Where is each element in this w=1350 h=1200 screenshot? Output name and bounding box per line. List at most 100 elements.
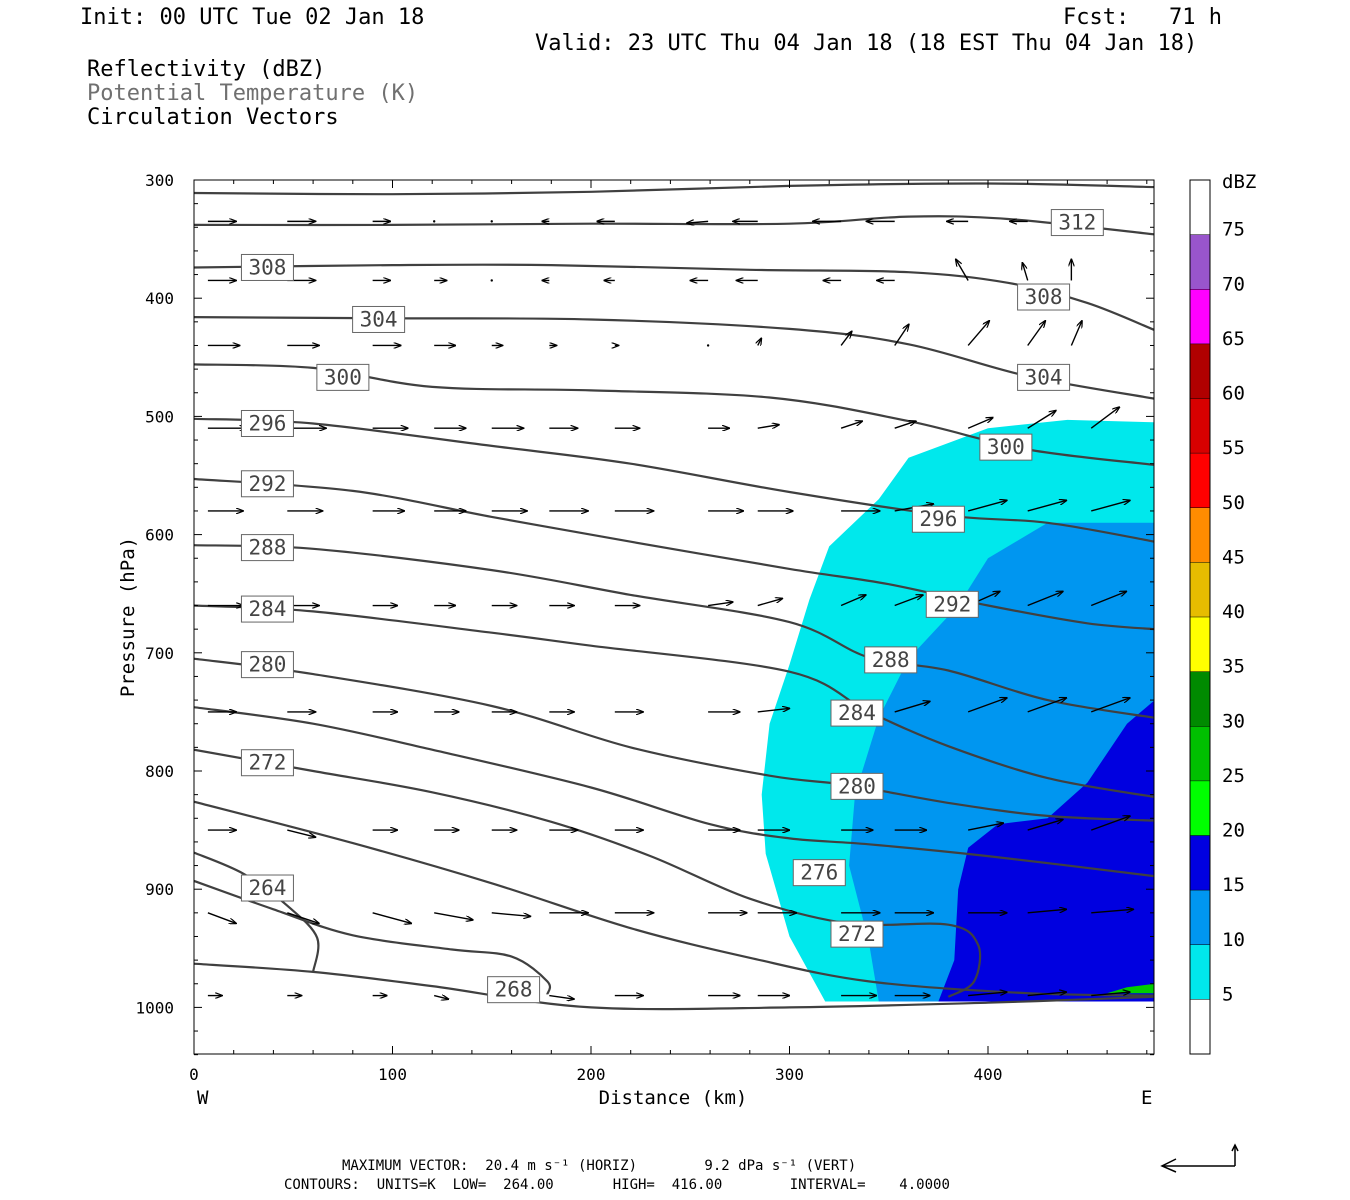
y-tick-label: 800: [145, 762, 174, 781]
circulation-vector: [968, 823, 1003, 831]
colorbar-bin: [1190, 507, 1210, 563]
field-title-vectors: Circulation Vectors: [87, 105, 339, 130]
circulation-vector: [490, 220, 493, 223]
svg-text:296: 296: [919, 507, 957, 531]
circulation-vector: [894, 595, 923, 607]
colorbar-bin: [1190, 180, 1210, 235]
colorbar-bin: [1190, 999, 1210, 1054]
circulation-vector: [967, 698, 1007, 713]
colorbar-level-label: 35: [1222, 656, 1245, 678]
colorbar-level-label: 25: [1222, 765, 1245, 787]
y-tick-label: 700: [145, 644, 174, 663]
circulation-vector: [1090, 592, 1126, 607]
svg-text:276: 276: [800, 861, 838, 885]
colorbar-level-label: 5: [1222, 983, 1233, 1005]
circulation-vector: [207, 912, 236, 924]
circulation-vector: [1090, 816, 1130, 831]
theta-contour-line: [194, 417, 1154, 543]
colorbar-bin: [1190, 617, 1210, 672]
theta-contour-label: 276: [792, 859, 846, 887]
theta-contour-label: 292: [240, 470, 294, 498]
circulation-vector: [1027, 500, 1067, 512]
theta-contour-labels: 312 308 308 304 304 300 300 296 296 292 292 288 288 2…: [240, 209, 1104, 1004]
east-label: E: [1141, 1087, 1152, 1109]
theta-contour-line: [194, 879, 552, 995]
colorbar-bin: [1190, 398, 1210, 454]
colorbar-level-label: 75: [1222, 219, 1245, 241]
svg-text:300: 300: [987, 435, 1025, 459]
theta-contour-label: 292: [925, 590, 979, 618]
circulation-vector: [1091, 500, 1130, 512]
colorbar-level-label: 15: [1222, 874, 1245, 896]
circulation-vector: [894, 421, 916, 429]
circulation-vector: [1027, 592, 1063, 607]
svg-text:268: 268: [495, 978, 533, 1002]
colorbar-level-label: 50: [1222, 492, 1245, 514]
circulation-vector: [967, 321, 989, 346]
theta-contour-line: [194, 182, 1154, 196]
circulation-vector: [1027, 992, 1067, 997]
theta-contour-label: 296: [240, 409, 294, 437]
y-tick-label: 600: [145, 526, 174, 545]
theta-contour-label: 288: [864, 646, 918, 674]
theta-contour-line: [194, 657, 1154, 822]
circulation-vector: [968, 992, 1007, 997]
theta-contour-line: [194, 604, 1154, 798]
circulation-vector: [490, 279, 493, 282]
colorbar-level-label: 40: [1222, 601, 1245, 623]
svg-text:308: 308: [248, 255, 286, 279]
svg-text:288: 288: [248, 536, 286, 560]
circulation-vector: [967, 500, 1007, 512]
theta-contour-line: [194, 851, 320, 973]
theta-contour-label: 272: [830, 920, 884, 948]
circulation-vector: [491, 912, 531, 917]
circulation-vector: [1027, 321, 1046, 346]
circulation-vector: [757, 599, 783, 607]
circulation-vector: [434, 996, 448, 1000]
circulation-vector: [287, 829, 315, 837]
colorbar-level-label: 20: [1222, 820, 1245, 842]
theta-contour-label: 268: [487, 976, 541, 1004]
colorbar-unit: dBZ: [1222, 171, 1256, 193]
svg-text:292: 292: [248, 472, 286, 496]
svg-text:308: 308: [1025, 285, 1063, 309]
x-tick-label: 400: [974, 1065, 1003, 1084]
colorbar-bin: [1190, 835, 1210, 891]
theta-contour-label: 300: [316, 363, 370, 391]
colorbar-bin: [1190, 780, 1210, 836]
circulation-vector: [549, 994, 574, 1000]
circulation-vector: [1091, 992, 1130, 997]
circulation-vector: [1022, 263, 1029, 281]
y-tick-label: 500: [145, 407, 174, 426]
colorbar-level-label: 30: [1222, 710, 1245, 732]
theta-contour-label: 280: [240, 651, 294, 679]
theta-contour-label: 288: [240, 534, 294, 562]
circulation-vector: [956, 259, 969, 281]
theta-contour-line: [194, 544, 1154, 719]
y-tick-label: 300: [145, 171, 174, 190]
x-tick-label: 200: [577, 1065, 606, 1084]
circulation-vector: [1070, 321, 1082, 346]
colorbar-level-label: 45: [1222, 546, 1245, 568]
svg-text:264: 264: [248, 876, 286, 900]
circulation-vector: [840, 595, 866, 607]
svg-text:284: 284: [248, 597, 286, 621]
circulation-vector: [1027, 820, 1063, 831]
svg-text:284: 284: [838, 701, 876, 725]
contour-info: CONTOURS: UNITS=K LOW= 264.00 HIGH= 416.…: [284, 1177, 950, 1193]
circulation-vector: [1027, 411, 1056, 429]
west-label: W: [197, 1087, 209, 1109]
colorbar-level-label: 10: [1222, 929, 1245, 951]
colorbar-level-label: 55: [1222, 437, 1245, 459]
circulation-vector: [372, 912, 412, 924]
circulation-vector: [840, 421, 862, 429]
reflectivity-15dbz-region: [938, 700, 1154, 1002]
svg-text:272: 272: [248, 751, 286, 775]
svg-text:280: 280: [248, 653, 286, 677]
theta-contour-label: 300: [979, 433, 1033, 461]
circulation-vector: [687, 221, 709, 223]
circulation-vector: [1091, 909, 1133, 914]
svg-text:280: 280: [838, 774, 876, 798]
theta-contour-line: [194, 706, 1154, 878]
theta-contour-line: [194, 962, 1154, 1011]
